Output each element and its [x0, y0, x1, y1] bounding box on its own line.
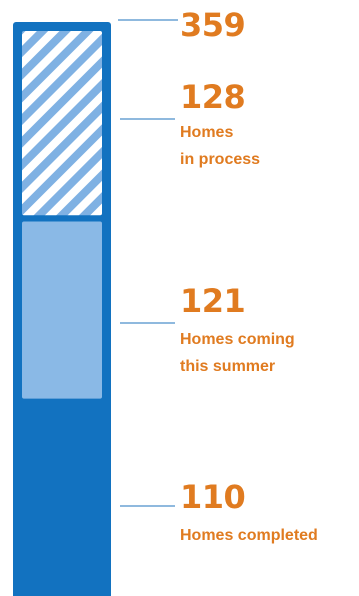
segment-label-1-line-0: Homes coming [180, 331, 295, 348]
segment-value-2: 128 [180, 78, 245, 116]
segment-label-0-line-0: Homes completed [180, 527, 318, 544]
segment-label-1-line-1: this summer [180, 358, 275, 375]
segment-value-1: 121 [180, 282, 245, 320]
segment-value-0: 110 [180, 478, 245, 516]
label-group: 359 110 Homes completed 121 Homes coming this… [118, 6, 318, 544]
total-value: 359 [180, 6, 245, 44]
bar-segment-homes-coming-this-summer [22, 221, 102, 399]
bar-group [13, 22, 111, 596]
segment-label-2-line-0: Homes [180, 124, 233, 141]
segment-label-2-line-1: in process [180, 151, 260, 168]
bar-segment-homes-in-process [22, 31, 102, 216]
